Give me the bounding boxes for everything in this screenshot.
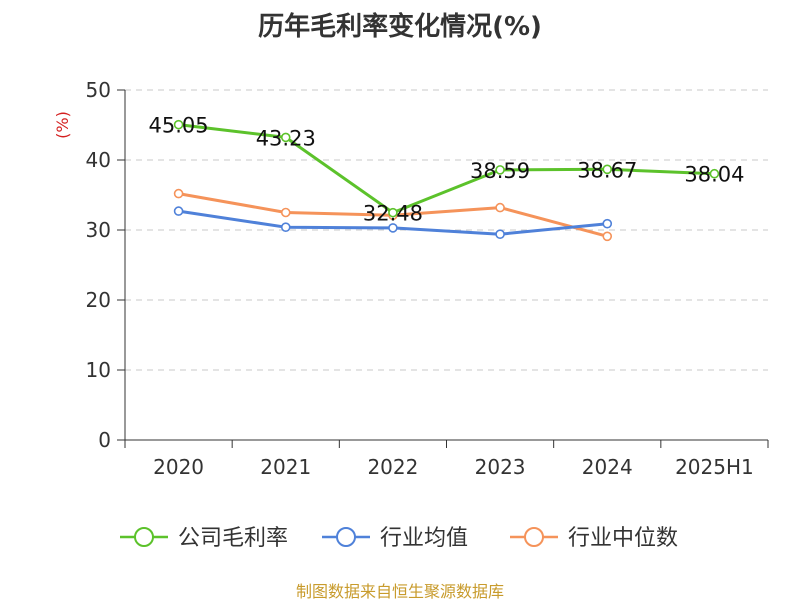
- legend-label: 公司毛利率: [178, 526, 288, 551]
- data-point: [173, 206, 184, 216]
- data-label: 38.04: [684, 163, 744, 187]
- data-point: [388, 223, 398, 233]
- x-tick-label: 2022: [367, 455, 418, 479]
- data-point: [173, 119, 184, 130]
- legend-label: 行业均值: [380, 526, 468, 551]
- data-point: [709, 168, 720, 179]
- y-tick-label: 30: [86, 218, 111, 242]
- data-point: [602, 231, 613, 242]
- axes: 0 10 20 30 40 50 (%) 2020 2021 2022 2023 2024 2025H1: [53, 78, 769, 479]
- legend: 公司毛利率 行业均值 行业中位数: [120, 526, 678, 551]
- x-tick-label: 2020: [153, 455, 204, 479]
- legend-marker: [134, 527, 154, 547]
- legend-marker: [524, 527, 544, 547]
- data-point: [280, 222, 291, 232]
- data-point: [495, 229, 505, 239]
- source-note: 制图数据来自恒生聚源数据库: [295, 582, 504, 601]
- legend-marker: [336, 527, 356, 547]
- data-point: [388, 207, 398, 218]
- chart-title: 历年毛利率变化情况(%): [258, 12, 542, 42]
- x-tick-label: 2025H1: [675, 455, 754, 479]
- data-point: [280, 207, 291, 218]
- x-tick-label: 2024: [582, 455, 633, 479]
- data-point: [495, 202, 505, 213]
- y-tick-label: 40: [86, 148, 111, 172]
- data-point: [173, 188, 184, 199]
- legend-label: 行业中位数: [568, 526, 678, 551]
- data-point: [602, 164, 613, 175]
- data-point: [280, 132, 291, 143]
- data-point: [495, 165, 505, 175]
- data-label: 43.23: [256, 126, 316, 150]
- y-tick-label: 0: [98, 428, 111, 452]
- data-labels: 45.05 43.23 32.48 38.59 38.67 38.04: [149, 114, 745, 226]
- data-label: 45.05: [149, 114, 209, 138]
- data-point: [602, 218, 613, 229]
- y-tick-label: 10: [86, 358, 111, 382]
- y-tick-label: 20: [86, 288, 111, 312]
- x-tick-label: 2023: [475, 455, 526, 479]
- series-lines: [173, 119, 720, 242]
- x-tick-label: 2021: [260, 455, 311, 479]
- data-label: 32.48: [363, 202, 423, 226]
- data-label: 38.59: [470, 159, 530, 183]
- y-axis-label: (%): [53, 111, 72, 139]
- y-tick-label: 50: [86, 78, 111, 102]
- series-line: [178, 123, 715, 215]
- data-label: 38.67: [577, 158, 637, 182]
